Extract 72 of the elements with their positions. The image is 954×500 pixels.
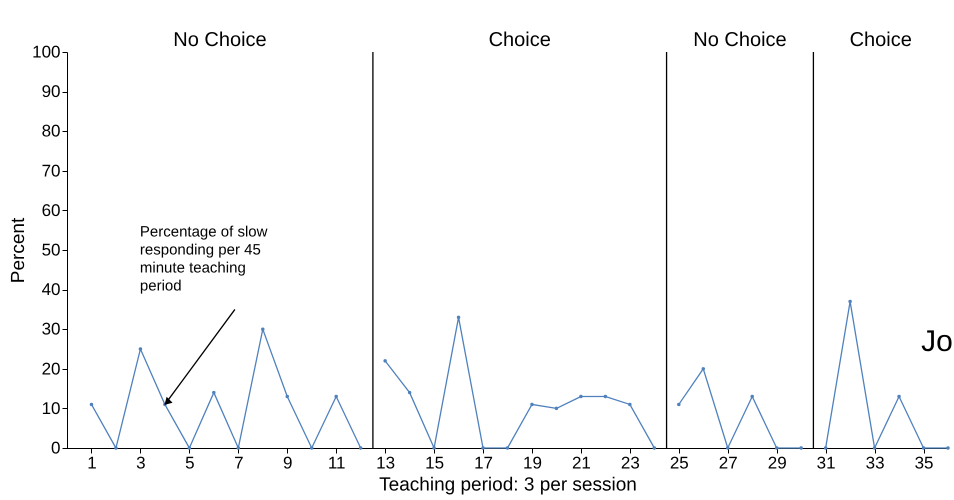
- x-tick-label: 15: [425, 454, 444, 472]
- point: [408, 390, 412, 394]
- x-tick-label: 13: [376, 454, 396, 472]
- x-tick-label: 9: [283, 454, 292, 472]
- text: Choice: [850, 29, 912, 51]
- y-tick-label: 60: [42, 200, 60, 220]
- x-tick-label: 33: [866, 454, 885, 472]
- point: [946, 446, 950, 450]
- y-tick-label: 20: [42, 359, 60, 378]
- y-axis-title: Percent: [8, 217, 30, 284]
- point: [799, 446, 803, 450]
- point: [261, 327, 265, 331]
- point: [334, 394, 338, 398]
- point: [212, 390, 216, 394]
- point: [897, 394, 901, 398]
- point: [358, 446, 362, 450]
- y-tick-label: 0: [51, 438, 60, 458]
- y-tick-label: 100: [32, 42, 60, 62]
- point: [677, 402, 681, 406]
- x-tick-label: 23: [620, 454, 640, 472]
- point: [236, 446, 240, 450]
- y-tick-label: 30: [42, 320, 60, 339]
- text: No Choice: [693, 29, 787, 51]
- point: [506, 446, 510, 450]
- point: [872, 446, 876, 450]
- point: [628, 402, 632, 406]
- text: Choice: [488, 29, 551, 51]
- point: [138, 347, 142, 351]
- x-tick-label: 17: [474, 454, 493, 472]
- annotation: Percentage of slow responding per 45 minute teaching period: [140, 223, 268, 294]
- point: [774, 446, 778, 450]
- y-tick-label: 90: [42, 82, 60, 102]
- x-tick-label: 25: [670, 454, 689, 472]
- y-tick-label: 10: [42, 398, 60, 418]
- y-tick-label: 80: [42, 122, 60, 141]
- point: [848, 300, 852, 304]
- point: [114, 446, 118, 450]
- point: [188, 446, 192, 450]
- point: [456, 316, 460, 320]
- y-tick-label: 70: [42, 161, 60, 180]
- y-tick-label: 40: [42, 280, 60, 300]
- point: [530, 402, 534, 406]
- point: [824, 446, 828, 450]
- point: [432, 446, 436, 450]
- point: [554, 406, 558, 410]
- point: [310, 446, 314, 450]
- x-tick-label: 29: [768, 454, 787, 472]
- x-tick-label: 7: [234, 454, 244, 472]
- point: [90, 402, 94, 406]
- x-tick-label: 19: [523, 454, 542, 472]
- point: [726, 446, 730, 450]
- point: [652, 446, 656, 450]
- point: [922, 446, 926, 450]
- text: No Choice: [173, 29, 267, 51]
- x-tick-label: 5: [185, 454, 195, 472]
- x-tick-label: 27: [718, 454, 738, 472]
- point: [481, 446, 485, 450]
- x-tick-label: 21: [572, 454, 591, 472]
- point: [702, 367, 706, 371]
- point: [750, 394, 754, 398]
- x-tick-label: 1: [87, 454, 97, 472]
- point: [383, 359, 387, 363]
- point: [579, 394, 583, 398]
- x-axis-title: Teaching period: 3 per session: [379, 474, 637, 496]
- y-tick-label: 50: [42, 240, 60, 260]
- x-tick-label: 3: [136, 454, 146, 472]
- annotation: Jo: [921, 325, 953, 358]
- point: [604, 394, 608, 398]
- x-tick-label: 35: [914, 454, 934, 472]
- x-tick-label: 11: [328, 454, 346, 472]
- point: [286, 394, 289, 398]
- x-tick-label: 31: [816, 454, 836, 472]
